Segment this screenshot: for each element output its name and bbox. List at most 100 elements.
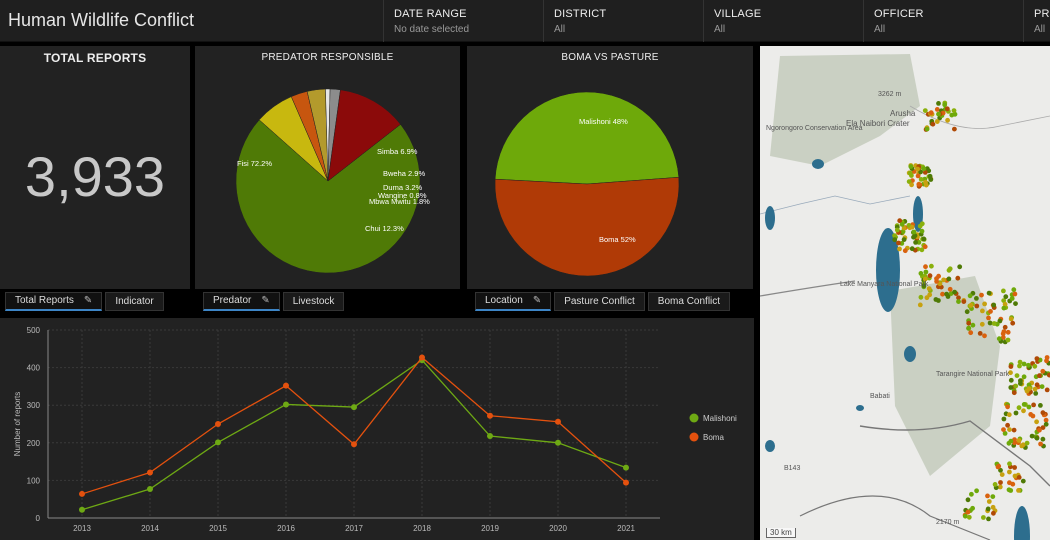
map-marker[interactable]: [921, 236, 927, 242]
map-marker[interactable]: [911, 229, 917, 235]
map-marker[interactable]: [941, 277, 946, 283]
map-marker[interactable]: [945, 117, 950, 123]
map-marker[interactable]: [1044, 387, 1050, 393]
pencil-icon[interactable]: ✎: [532, 295, 542, 306]
map-marker[interactable]: [965, 509, 971, 515]
map-marker[interactable]: [915, 166, 920, 172]
data-point[interactable]: [215, 421, 221, 427]
map-marker[interactable]: [1043, 421, 1049, 427]
map-marker[interactable]: [1020, 478, 1026, 484]
map-marker[interactable]: [934, 279, 939, 284]
map-marker[interactable]: [982, 333, 987, 339]
map-marker[interactable]: [1024, 440, 1030, 446]
tab-livestock[interactable]: Livestock: [282, 292, 345, 311]
map-marker[interactable]: [952, 126, 957, 132]
map-marker[interactable]: [997, 318, 1003, 324]
map-marker[interactable]: [974, 296, 979, 301]
map-marker[interactable]: [1034, 435, 1040, 441]
map-marker[interactable]: [1011, 287, 1017, 293]
legend-marker[interactable]: [689, 432, 699, 442]
map-marker[interactable]: [919, 247, 925, 253]
map-marker[interactable]: [907, 170, 913, 176]
data-point[interactable]: [79, 490, 85, 497]
map-marker[interactable]: [1002, 301, 1008, 307]
map-marker[interactable]: [1038, 403, 1043, 408]
map-marker[interactable]: [1012, 473, 1018, 479]
map-marker[interactable]: [944, 291, 949, 297]
map-marker[interactable]: [1016, 405, 1022, 411]
data-point[interactable]: [419, 354, 425, 361]
data-point[interactable]: [79, 506, 85, 513]
map-marker[interactable]: [897, 246, 902, 252]
map-marker[interactable]: [933, 297, 939, 302]
map-marker[interactable]: [991, 321, 997, 326]
map-marker[interactable]: [1038, 441, 1043, 447]
map-marker[interactable]: [944, 106, 950, 112]
filter-village[interactable]: VILLAGE All: [703, 0, 863, 42]
map-marker[interactable]: [991, 510, 996, 516]
map-marker[interactable]: [927, 173, 933, 179]
map-marker[interactable]: [1013, 410, 1019, 416]
map-marker[interactable]: [968, 302, 974, 308]
map-marker[interactable]: [962, 513, 968, 519]
map-marker[interactable]: [919, 221, 925, 227]
map-marker[interactable]: [1006, 487, 1012, 493]
map-marker[interactable]: [927, 273, 933, 279]
map-marker[interactable]: [1026, 386, 1032, 392]
map-marker[interactable]: [1016, 475, 1022, 480]
map-marker[interactable]: [1021, 402, 1027, 407]
map-marker[interactable]: [1008, 377, 1014, 383]
map-marker[interactable]: [996, 463, 1002, 469]
map-marker[interactable]: [918, 294, 924, 300]
map-canvas[interactable]: 3262 m Arusha Ela Naibori Crater Ngorong…: [760, 46, 1050, 540]
map-marker[interactable]: [926, 286, 932, 291]
map-marker[interactable]: [940, 291, 945, 297]
map-marker[interactable]: [1026, 382, 1032, 388]
map-marker[interactable]: [919, 228, 925, 234]
map-marker[interactable]: [928, 110, 934, 116]
map-marker[interactable]: [979, 321, 985, 327]
map-marker[interactable]: [947, 266, 953, 272]
filter-officer[interactable]: OFFICER All: [863, 0, 1023, 42]
map-marker[interactable]: [986, 290, 992, 296]
data-point[interactable]: [487, 433, 493, 440]
map-marker[interactable]: [930, 121, 936, 127]
map-marker[interactable]: [1008, 370, 1013, 376]
map-marker[interactable]: [967, 293, 973, 299]
filter-predator[interactable]: PRE All: [1023, 0, 1050, 42]
map-marker[interactable]: [918, 271, 924, 276]
map-marker[interactable]: [923, 179, 928, 185]
map-marker[interactable]: [1019, 443, 1025, 449]
map-marker[interactable]: [986, 516, 991, 522]
map-marker[interactable]: [1040, 436, 1046, 442]
map-marker[interactable]: [1034, 356, 1040, 361]
legend-label[interactable]: Boma: [703, 433, 724, 442]
map-marker[interactable]: [909, 224, 915, 230]
legend-label[interactable]: Malishoni: [703, 414, 737, 423]
map-marker[interactable]: [1007, 480, 1012, 486]
map-marker[interactable]: [922, 108, 928, 113]
map-marker[interactable]: [923, 264, 928, 270]
map-marker[interactable]: [1043, 417, 1049, 423]
map-marker[interactable]: [916, 182, 922, 187]
map-marker[interactable]: [921, 166, 927, 172]
map-marker[interactable]: [1016, 488, 1021, 493]
map-marker[interactable]: [1026, 404, 1032, 410]
conflict-map[interactable]: 3262 m Arusha Ela Naibori Crater Ngorong…: [760, 46, 1050, 540]
map-marker[interactable]: [1007, 469, 1012, 475]
map-marker[interactable]: [970, 505, 975, 511]
map-marker[interactable]: [961, 299, 967, 304]
map-marker[interactable]: [981, 515, 986, 520]
map-marker[interactable]: [999, 472, 1005, 477]
pencil-icon[interactable]: ✎: [83, 295, 93, 306]
map-marker[interactable]: [980, 308, 985, 314]
map-marker[interactable]: [1021, 361, 1027, 367]
map-marker[interactable]: [1008, 438, 1014, 444]
map-marker[interactable]: [966, 514, 972, 520]
tab-predator[interactable]: Predator ✎: [203, 292, 280, 311]
map-marker[interactable]: [1046, 372, 1050, 378]
map-marker[interactable]: [1005, 337, 1011, 343]
map-marker[interactable]: [1013, 383, 1019, 389]
map-marker[interactable]: [1005, 329, 1011, 335]
map-marker[interactable]: [1010, 320, 1016, 326]
